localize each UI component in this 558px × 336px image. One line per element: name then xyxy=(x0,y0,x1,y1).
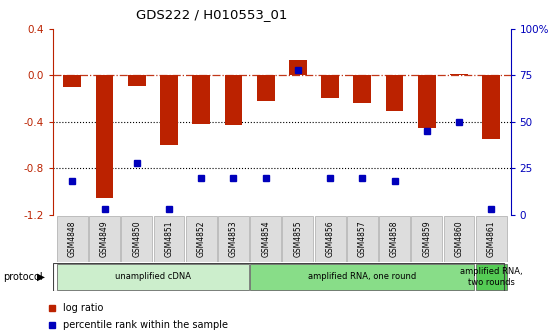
Bar xyxy=(186,215,217,262)
Bar xyxy=(224,75,242,125)
Bar xyxy=(250,264,474,290)
Text: GSM4852: GSM4852 xyxy=(197,220,206,257)
Text: amplified RNA,
two rounds: amplified RNA, two rounds xyxy=(460,267,522,287)
Text: GDS222 / H010553_01: GDS222 / H010553_01 xyxy=(136,8,288,22)
Bar xyxy=(289,60,307,75)
Bar xyxy=(128,75,146,86)
Bar xyxy=(347,215,378,262)
Bar xyxy=(57,215,88,262)
Text: GSM4858: GSM4858 xyxy=(390,220,399,257)
Text: ▶: ▶ xyxy=(37,272,45,282)
Bar xyxy=(411,215,442,262)
Bar xyxy=(476,264,507,290)
Bar xyxy=(418,75,436,128)
Bar xyxy=(64,75,81,87)
Bar xyxy=(96,75,113,198)
Text: GSM4859: GSM4859 xyxy=(422,220,431,257)
Text: GSM4853: GSM4853 xyxy=(229,220,238,257)
Bar xyxy=(444,215,474,262)
Bar xyxy=(57,264,249,290)
Text: log ratio: log ratio xyxy=(64,303,104,313)
Bar xyxy=(482,75,500,139)
Text: percentile rank within the sample: percentile rank within the sample xyxy=(64,320,228,330)
Text: GSM4857: GSM4857 xyxy=(358,220,367,257)
Bar xyxy=(121,215,152,262)
Text: GSM4856: GSM4856 xyxy=(326,220,335,257)
Text: GSM4848: GSM4848 xyxy=(68,220,77,257)
Bar xyxy=(250,215,281,262)
Bar xyxy=(353,75,371,103)
Bar xyxy=(379,215,410,262)
Text: GSM4855: GSM4855 xyxy=(294,220,302,257)
Text: GSM4860: GSM4860 xyxy=(455,220,464,257)
Bar xyxy=(160,75,178,145)
Text: amplified RNA, one round: amplified RNA, one round xyxy=(308,272,416,281)
Bar xyxy=(153,215,185,262)
Bar xyxy=(257,75,275,101)
Bar xyxy=(476,215,507,262)
Bar xyxy=(450,74,468,75)
Text: GSM4851: GSM4851 xyxy=(165,220,174,257)
Text: GSM4850: GSM4850 xyxy=(132,220,141,257)
Bar xyxy=(315,215,345,262)
Bar xyxy=(218,215,249,262)
Bar xyxy=(89,215,120,262)
Bar xyxy=(386,75,403,111)
Text: protocol: protocol xyxy=(3,272,42,282)
Text: GSM4861: GSM4861 xyxy=(487,220,496,257)
Bar xyxy=(193,75,210,124)
Text: GSM4854: GSM4854 xyxy=(261,220,270,257)
Text: GSM4849: GSM4849 xyxy=(100,220,109,257)
Text: unamplified cDNA: unamplified cDNA xyxy=(115,272,191,281)
Bar xyxy=(321,75,339,98)
Bar xyxy=(282,215,314,262)
